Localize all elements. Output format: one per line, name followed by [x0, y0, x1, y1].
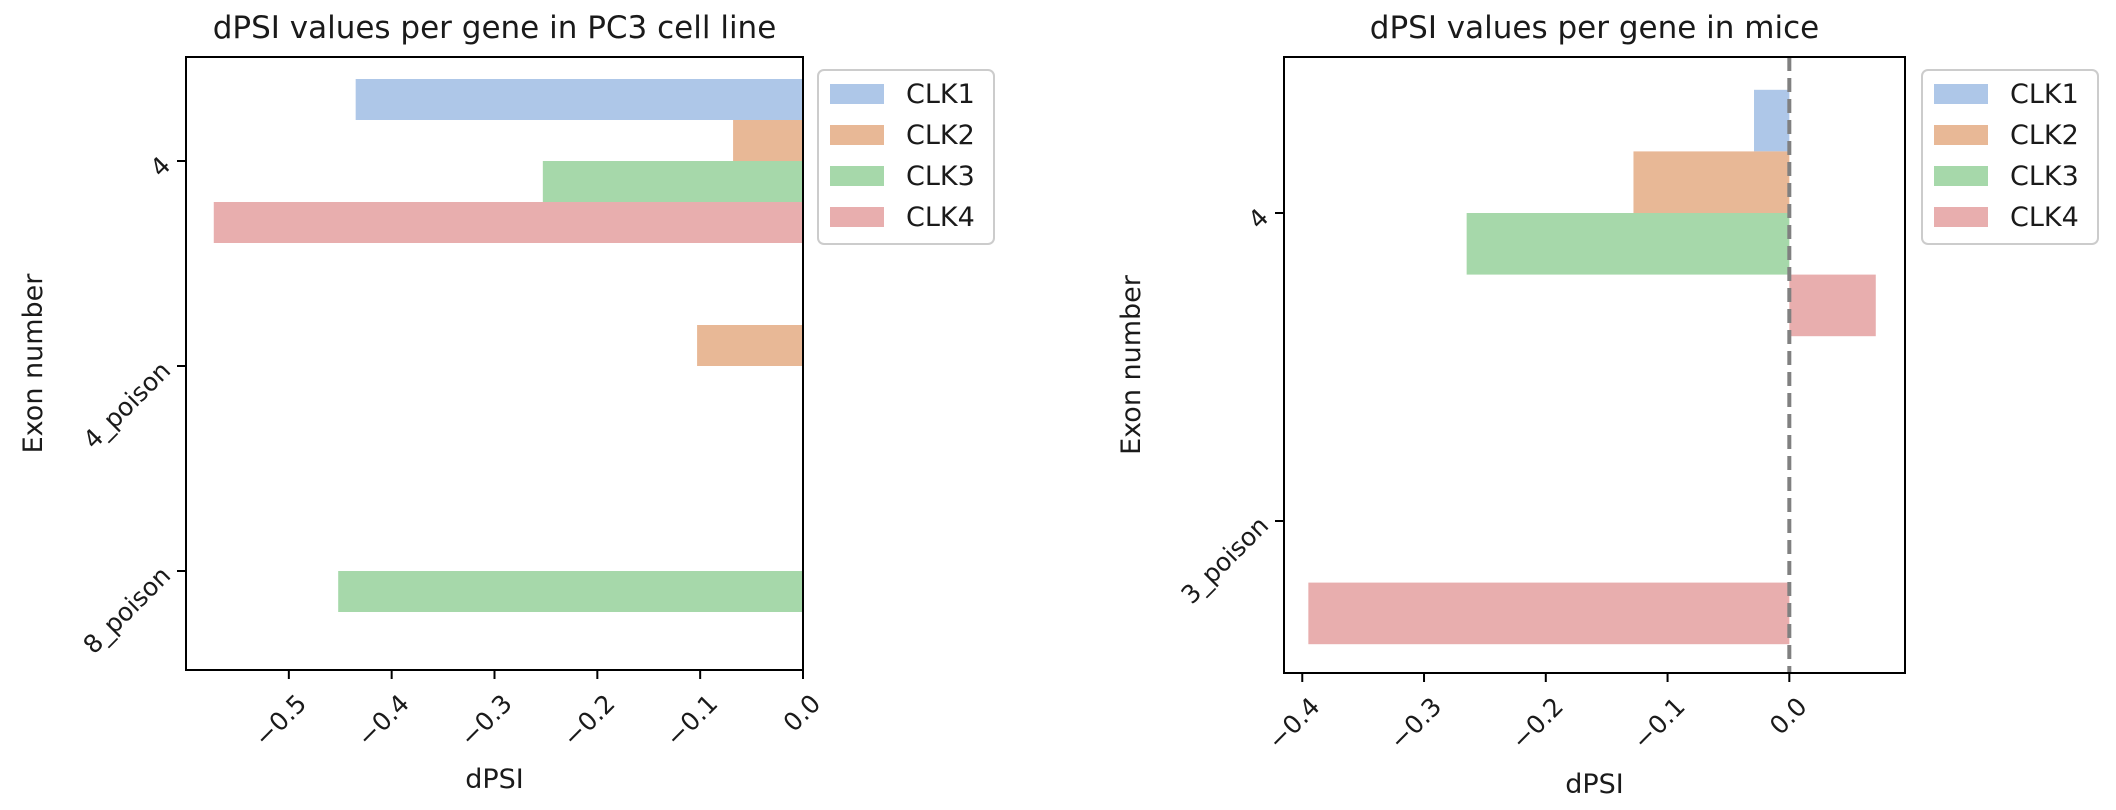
- chart-0-legend-label-clk3: CLK3: [906, 161, 975, 192]
- chart-1-bar-clk1-4: [1754, 89, 1790, 152]
- chart-0-y-tick-label: 4: [144, 151, 176, 183]
- chart-1-bar-clk2-4: [1633, 151, 1790, 213]
- chart-1-x-tick-label: 0.0: [1764, 692, 1813, 741]
- chart-1-x-tick-label: −0.3: [1384, 692, 1447, 755]
- chart-1-legend-label-clk3: CLK3: [2010, 161, 2079, 192]
- chart-0-x-tick-label: −0.2: [557, 689, 620, 752]
- chart-0-legend-box: [817, 69, 995, 245]
- chart-0-bar-clk3-4: [542, 161, 803, 202]
- chart-1-bar-clk4-4: [1789, 274, 1876, 337]
- chart-0-x-tick-label: −0.3: [454, 689, 517, 752]
- chart-1-x-tick-label: −0.1: [1627, 692, 1690, 755]
- chart-0-x-axis-label: dPSI: [465, 764, 524, 795]
- chart-0-title: dPSI values per gene in PC3 cell line: [213, 10, 777, 46]
- chart-1-legend-label-clk1: CLK1: [2010, 79, 2079, 110]
- chart-0-x-tick-label: −0.4: [351, 689, 414, 752]
- chart-0-y-tick-label: 4_poison: [77, 356, 176, 455]
- chart-1-bar-clk4-3-poison: [1308, 582, 1790, 645]
- chart-0-legend-swatch-clk1: [830, 84, 884, 104]
- chart-1-plot-frame: [1283, 56, 1906, 674]
- chart-0-x-tick-label: −0.5: [249, 689, 312, 752]
- chart-0-bar-clk3-8-poison: [338, 571, 803, 612]
- chart-1-y-axis-label: Exon number: [1116, 274, 1147, 455]
- chart-1-legend-swatch-clk2: [1934, 125, 1988, 145]
- chart-0-y-axis-label: Exon number: [18, 273, 49, 454]
- chart-1-legend-box: [1921, 69, 2099, 245]
- chart-0-bar-clk2-4-poison: [697, 325, 803, 366]
- chart-0-bar-clk4-4: [213, 202, 803, 243]
- chart-0-x-tick-label: 0.0: [778, 689, 827, 738]
- chart-0-legend-label-clk2: CLK2: [906, 120, 975, 151]
- chart-1-legend-label-clk4: CLK4: [2010, 202, 2079, 233]
- chart-0-x-tick-label: −0.1: [660, 689, 723, 752]
- chart-0-legend: CLK1 CLK2 CLK3 CLK4: [817, 69, 995, 245]
- chart-1: −0.4 −0.3 −0.2 −0.1 0.0 4 3_poison dPSI values …: [1116, 10, 2099, 800]
- chart-0-bar-clk1-4: [355, 79, 803, 120]
- chart-1-x-tick-label: −0.2: [1506, 692, 1569, 755]
- chart-0-legend-swatch-clk3: [830, 166, 884, 186]
- chart-1-bar-clk3-4: [1466, 213, 1790, 275]
- chart-0-legend-label-clk1: CLK1: [906, 79, 975, 110]
- chart-0-legend-swatch-clk4: [830, 207, 884, 227]
- chart-0: −0.5 −0.4 −0.3 −0.2 −0.1 0.0 4 4_poison 8_poison…: [18, 10, 995, 795]
- chart-1-legend-swatch-clk1: [1934, 84, 1988, 104]
- chart-0-legend-label-clk4: CLK4: [906, 202, 975, 233]
- chart-1-legend: CLK1 CLK2 CLK3 CLK4: [1921, 69, 2099, 245]
- chart-1-legend-label-clk2: CLK2: [2010, 120, 2079, 151]
- chart-0-bar-clk2-4: [733, 120, 803, 161]
- chart-0-legend-swatch-clk2: [830, 125, 884, 145]
- chart-1-x-axis-label: dPSI: [1565, 769, 1624, 800]
- chart-1-y-tick-label: 4: [1242, 203, 1274, 235]
- chart-1-y-tick-label: 3_poison: [1175, 511, 1274, 610]
- chart-1-title: dPSI values per gene in mice: [1370, 10, 1819, 46]
- chart-1-legend-swatch-clk3: [1934, 166, 1988, 186]
- chart-1-legend-swatch-clk4: [1934, 207, 1988, 227]
- chart-0-y-tick-label: 8_poison: [77, 561, 176, 660]
- chart-1-x-tick-label: −0.4: [1262, 692, 1325, 755]
